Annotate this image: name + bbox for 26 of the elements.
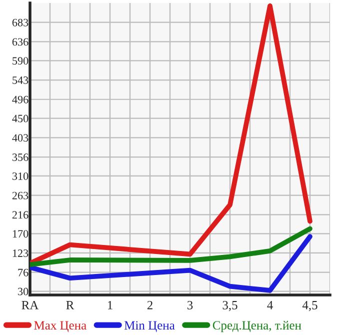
legend-label: Сред.Цена, т.йен [212,320,302,332]
x-tick-label: RA [22,300,39,310]
y-tick-label: 496 [12,96,28,104]
y-tick-label: 263 [12,192,28,200]
y-tick-label: 450 [12,114,28,122]
y-tick-label: 170 [12,230,28,238]
x-tick-label: 4,5 [302,301,318,312]
legend-label: Min Цена [124,321,175,332]
x-tick-label: 3,5 [222,300,238,312]
y-tick-label: 683 [12,18,28,26]
y-tick-label: 590 [12,57,28,65]
y-tick-label: 356 [12,154,28,161]
y-tick-label: 310 [12,172,28,180]
y-tick-label: 636 [12,38,28,46]
x-tick-label: 2 [147,300,152,310]
legend-label: Max Цена [34,321,86,332]
x-tick-label: R [66,301,74,310]
y-tick-label: 123 [12,249,28,257]
y-tick-label: 403 [12,134,28,142]
x-tick-label: 4 [267,301,273,310]
x-tick-label: 1 [108,300,112,310]
y-tick-label: 76 [18,268,28,276]
y-tick-label: 30 [18,288,28,296]
y-tick-label: 543 [12,76,28,84]
y-tick-label: 216 [12,211,28,219]
x-tick-label: 3 [187,300,193,310]
